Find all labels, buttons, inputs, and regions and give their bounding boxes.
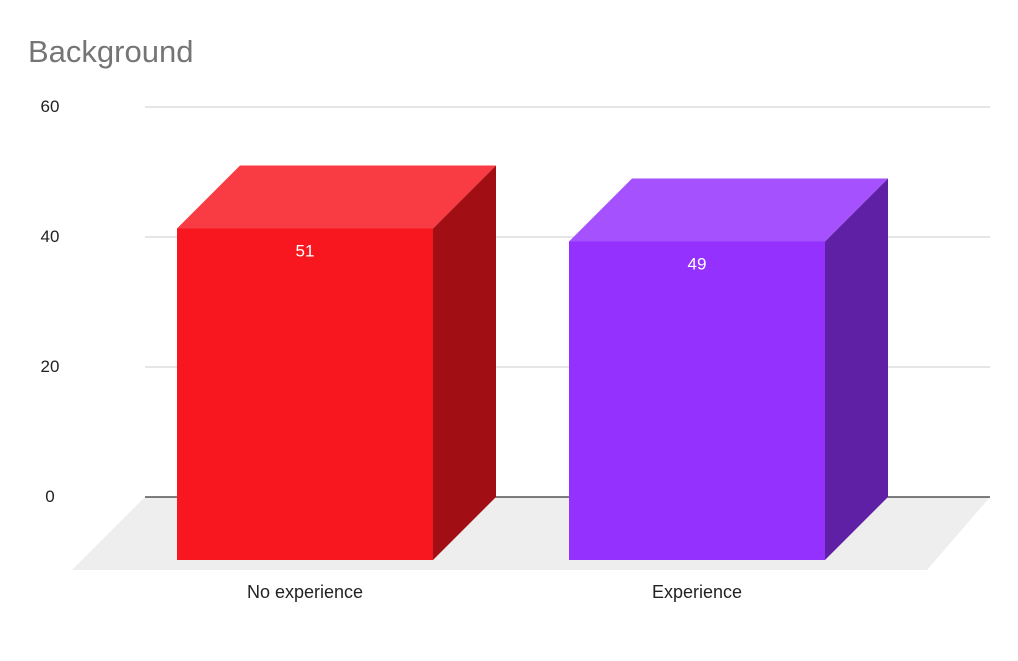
- y-tick-label: 20: [41, 357, 60, 376]
- bar: [569, 241, 825, 560]
- y-tick-label: 0: [45, 487, 54, 506]
- x-tick-label: Experience: [652, 582, 742, 602]
- bar-top: [177, 165, 496, 229]
- y-tick-label: 40: [41, 227, 60, 246]
- chart-title: Background: [28, 34, 194, 69]
- data-label: 51: [296, 242, 315, 261]
- data-label: 49: [688, 255, 707, 274]
- bar: [177, 228, 433, 560]
- x-tick-label: No experience: [247, 582, 363, 602]
- y-tick-label: 60: [41, 97, 60, 116]
- bar-top: [569, 178, 888, 242]
- bar-side: [433, 165, 496, 560]
- bar-side: [825, 178, 888, 560]
